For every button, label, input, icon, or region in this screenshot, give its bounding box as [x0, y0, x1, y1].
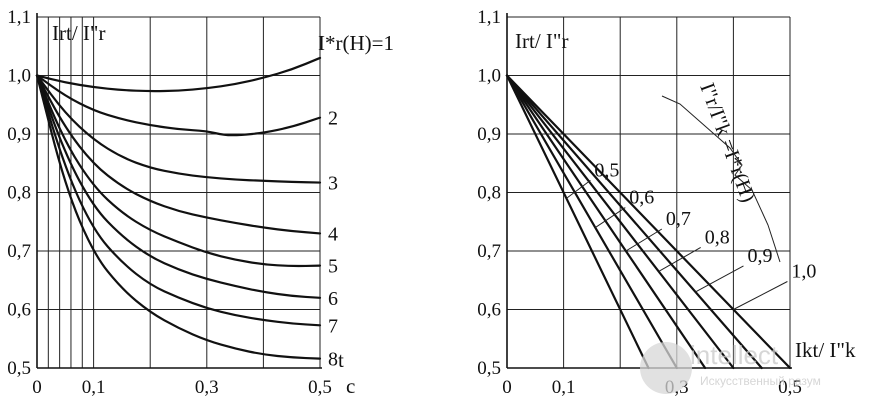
left-grid — [37, 16, 321, 369]
line-0,5 — [505, 74, 650, 370]
left-curves — [35, 56, 322, 360]
x-tick-label: 0 — [32, 377, 42, 398]
right-tick-labels: 0,50,60,70,80,91,01,100,10,30,5 — [477, 7, 802, 398]
right-lines — [505, 74, 792, 370]
left-x-axis-unit: c — [346, 374, 355, 398]
line-label-0,8: 0,8 — [705, 226, 730, 248]
curve-5 — [35, 74, 322, 268]
line-label-1,0: 1,0 — [791, 261, 816, 283]
y-tick-label: 0,5 — [477, 358, 501, 379]
x-tick-label: 0,3 — [195, 377, 219, 398]
left-x-axis-label: t — [338, 348, 344, 372]
watermark: intellect Искусственный разум — [640, 340, 821, 394]
curve-label-4: 4 — [328, 223, 338, 245]
line-0,8 — [505, 74, 735, 370]
right-chart: 0,50,60,70,80,91,01,100,10,30,5 0,50,60,… — [477, 7, 856, 398]
y-tick-label: 0,9 — [7, 124, 31, 145]
left-axes — [36, 13, 322, 369]
line-label-0,9: 0,9 — [747, 245, 772, 267]
y-tick-label: 0,8 — [477, 183, 501, 204]
leader-0,7 — [625, 228, 663, 252]
line-label-0,5: 0,5 — [594, 159, 619, 181]
left-y-axis-label: Irt/ I"r — [52, 21, 105, 45]
line-label-0,6: 0,6 — [629, 187, 654, 209]
leader-0,5 — [566, 179, 591, 199]
curve-label-2: 2 — [328, 108, 338, 130]
left-tick-labels: 0,5 0,6 0,7 0,8 0,9 1,0 1,1 0 0,1 0,3 0,5 — [7, 7, 332, 398]
curve-7 — [35, 74, 322, 327]
curve-1 — [35, 56, 322, 93]
leader-0,9 — [695, 265, 744, 293]
y-tick-label: 1,1 — [477, 7, 501, 28]
line-1,0 — [505, 74, 792, 370]
curve-label-6: 6 — [328, 288, 338, 310]
line-0,7 — [505, 74, 707, 370]
line-0,6 — [505, 74, 678, 370]
line-0,9 — [505, 74, 763, 370]
left-parameter-label: I*r(H)=1 — [318, 31, 394, 55]
right-x-axis-label: Ikt/ I"k — [795, 338, 856, 362]
y-tick-label: 1,0 — [477, 66, 501, 87]
x-tick-label: 0,5 — [308, 377, 332, 398]
curve-label-7: 7 — [328, 315, 338, 337]
curve-label-5: 5 — [328, 256, 338, 278]
left-chart: 0,50,60,70,80,91,01,10 0,1 0,3 0,5 2345678 … — [7, 7, 394, 398]
watermark-tagline: Искусственный разум — [700, 374, 821, 388]
left-curve-labels: 2 3 4 5 6 7 8 — [328, 108, 338, 371]
x-tick-label: 0,1 — [82, 377, 106, 398]
y-tick-label: 0,6 — [477, 300, 501, 321]
y-tick-label: 1,0 — [7, 66, 31, 87]
curve-8 — [35, 74, 322, 360]
curve-6 — [35, 74, 322, 299]
y-tick-label: 0,6 — [7, 300, 31, 321]
right-parameter-label: I"r/I"k =I*r(H) — [695, 80, 760, 206]
curve-4 — [35, 74, 322, 235]
x-tick-label: 0,5 — [778, 377, 802, 398]
y-tick-label: 0,7 — [477, 241, 501, 262]
curve-label-3: 3 — [328, 173, 338, 195]
watermark-logo-icon — [640, 342, 692, 394]
curve-2 — [35, 74, 322, 137]
right-parameter-brace — [661, 95, 781, 263]
curve-3 — [35, 74, 322, 184]
leader-0,8 — [658, 247, 701, 272]
y-tick-label: 0,8 — [7, 183, 31, 204]
leader-0,6 — [595, 207, 626, 229]
y-tick-label: 0,7 — [7, 241, 31, 262]
x-tick-label: 0 — [502, 377, 512, 398]
y-tick-label: 0,9 — [477, 124, 501, 145]
line-label-0,7: 0,7 — [666, 208, 691, 230]
watermark-brand: intellect — [690, 340, 779, 370]
leader-1,0 — [733, 281, 788, 310]
y-tick-label: 1,1 — [7, 7, 31, 28]
x-tick-label: 0,1 — [552, 377, 576, 398]
y-tick-label: 0,5 — [7, 358, 31, 379]
curve-label-8: 8 — [328, 349, 338, 371]
right-y-axis-label: Irt/ I"r — [515, 29, 568, 53]
right-line-labels: 0,5 0,6 0,7 0,8 0,9 1,0 — [566, 159, 816, 310]
